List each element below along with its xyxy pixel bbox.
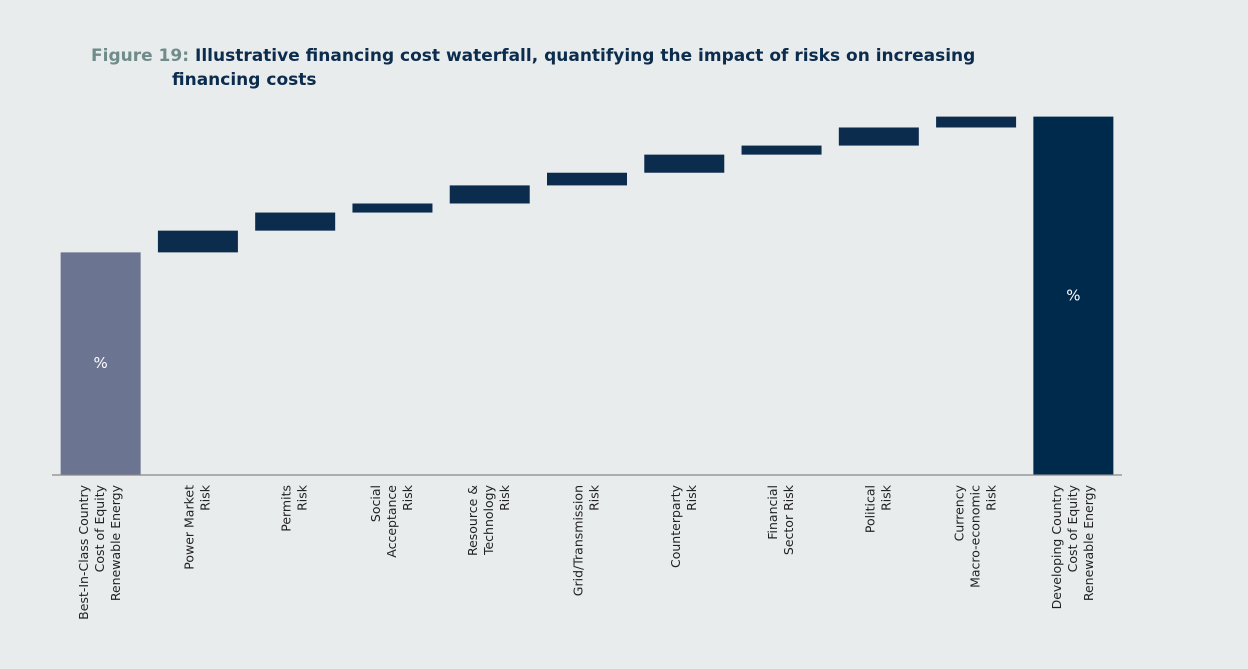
x-tick-label: Developing Country bbox=[1049, 484, 1064, 609]
x-tick-label: Power Market bbox=[181, 485, 196, 570]
bar bbox=[1033, 116, 1114, 476]
x-tick-label: Sector Risk bbox=[781, 484, 796, 555]
x-tick-label: Financial bbox=[765, 485, 780, 540]
x-tick-label: Risk bbox=[684, 484, 699, 511]
x-tick-label: Technology bbox=[481, 484, 496, 556]
bar bbox=[936, 116, 1017, 128]
bar bbox=[157, 230, 238, 253]
bar bbox=[644, 154, 725, 173]
x-tick-label: Risk bbox=[587, 484, 602, 511]
bar bbox=[838, 127, 919, 146]
x-tick-label: Macro-economic bbox=[968, 485, 983, 588]
x-tick-label: Cost of Equity bbox=[92, 484, 107, 572]
x-tick-label: Cost of Equity bbox=[1065, 484, 1080, 572]
x-tick-label: Risk bbox=[197, 484, 212, 511]
x-tick-label: Currency bbox=[952, 484, 967, 541]
bar-label: % bbox=[94, 354, 108, 372]
x-tick-label: Risk bbox=[984, 484, 999, 511]
bar bbox=[741, 145, 822, 155]
figure-label: Figure 19: bbox=[91, 46, 189, 66]
bar bbox=[449, 185, 530, 204]
x-tick-label: Best-In-Class Country bbox=[76, 484, 91, 619]
x-tick-label: Resource & bbox=[465, 485, 480, 556]
x-tick-label: Acceptance bbox=[384, 485, 399, 558]
x-tick-label: Permits bbox=[279, 485, 294, 532]
bar bbox=[255, 212, 336, 231]
x-tick-label: Political bbox=[862, 485, 877, 533]
bar bbox=[547, 172, 627, 186]
x-tick-label: Risk bbox=[878, 484, 893, 511]
x-tick-label: Risk bbox=[295, 484, 310, 511]
chart-title: Illustrative financing cost waterfall, q… bbox=[195, 46, 975, 66]
x-tick-label: Renewable Energy bbox=[1081, 484, 1096, 601]
chart-title: financing costs bbox=[172, 70, 317, 90]
bar-label: % bbox=[1066, 286, 1080, 304]
x-tick-label: Grid/Transmission bbox=[571, 485, 586, 596]
bar bbox=[352, 203, 433, 213]
x-tick-label: Renewable Energy bbox=[108, 484, 123, 601]
bar bbox=[60, 252, 141, 475]
x-tick-label: Risk bbox=[400, 484, 415, 511]
x-tick-label: Counterparty bbox=[668, 484, 683, 568]
x-tick-label: Social bbox=[368, 485, 383, 522]
x-tick-label: Risk bbox=[497, 484, 512, 511]
